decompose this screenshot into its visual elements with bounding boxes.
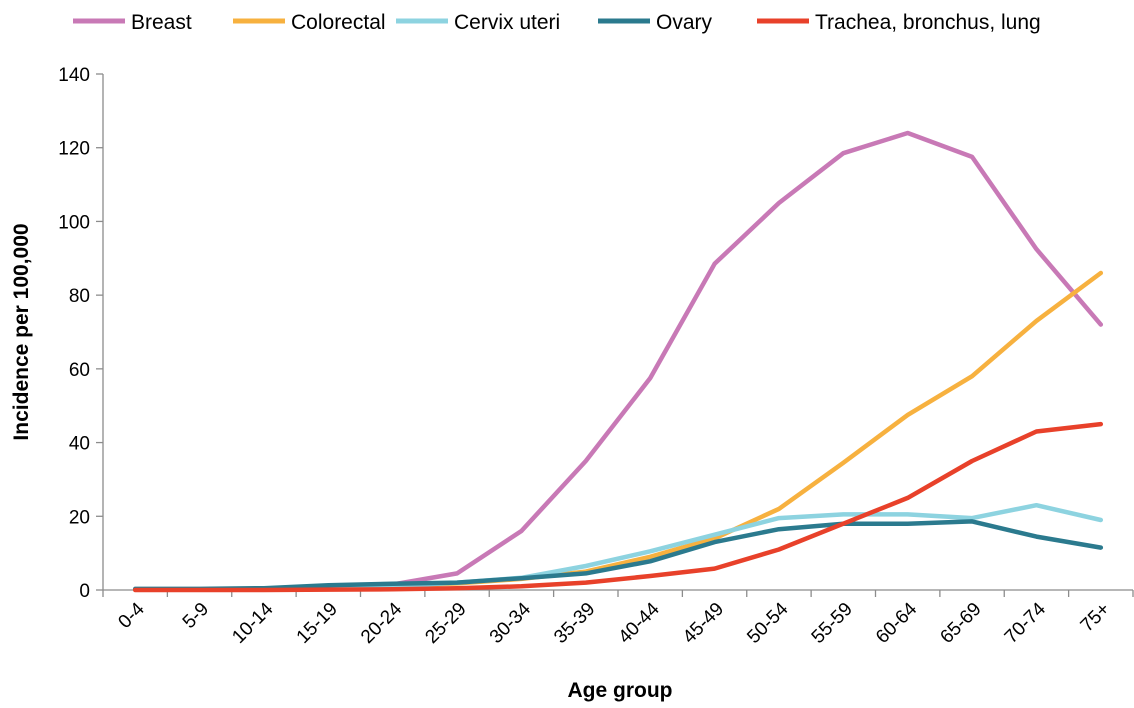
series-line-ovary <box>132 519 1104 592</box>
y-axis-title: Incidence per 100,000 <box>10 223 33 440</box>
legend-label: Trachea, bronchus, lung <box>815 11 1041 34</box>
y-tick-label: 80 <box>69 286 90 307</box>
x-tick-label: 15-19 <box>293 599 342 648</box>
legend-item-breast: Breast <box>73 11 192 34</box>
y-tick-label: 0 <box>79 581 90 602</box>
x-tick-label: 35-39 <box>550 599 599 648</box>
y-tick-label: 120 <box>58 139 90 160</box>
y-tick-label: 60 <box>69 360 90 381</box>
series-line-colorectal <box>132 270 1104 592</box>
y-axis: 0 20 40 60 80 100 120 140 <box>58 65 104 602</box>
x-tick-label: 5-9 <box>179 599 213 633</box>
series-group <box>132 130 1104 593</box>
series-line-cervix-uteri <box>132 502 1104 592</box>
legend-label: Breast <box>131 11 192 34</box>
legend: Breast Colorectal Cervix uteri Ovary Trachea… <box>73 11 1041 34</box>
x-tick-label: 70-74 <box>1001 598 1051 648</box>
x-tick-label: 55-59 <box>808 599 857 648</box>
x-tick-label: 65-69 <box>936 599 985 648</box>
legend-item-colorectal: Colorectal <box>233 11 386 34</box>
x-tick-label: 40-44 <box>615 598 665 648</box>
y-tick-label: 100 <box>58 212 90 233</box>
x-axis-title: Age group <box>568 679 673 702</box>
legend-label: Cervix uteri <box>454 11 560 34</box>
y-tick-label: 140 <box>58 65 90 86</box>
y-tick-label: 20 <box>69 507 90 528</box>
x-tick-label: 30-34 <box>486 598 536 648</box>
x-tick-label: 50-54 <box>743 598 793 648</box>
legend-item-trachea-bronchus-lung: Trachea, bronchus, lung <box>757 11 1041 34</box>
x-tick-label: 45-49 <box>679 599 728 648</box>
x-tick-label: 60-64 <box>872 598 922 648</box>
y-tick-label: 40 <box>69 434 90 455</box>
legend-label: Ovary <box>656 11 713 34</box>
x-tick-label: 75+ <box>1077 599 1115 637</box>
x-tick-label: 10-14 <box>228 598 278 648</box>
series-line-trachea-bronchus-lung <box>132 421 1104 593</box>
legend-label: Colorectal <box>291 11 386 34</box>
x-axis: 0-4 5-9 10-14 15-19 20-24 25-29 30-34 35-39 40-4… <box>102 589 1134 648</box>
legend-item-cervix-uteri: Cervix uteri <box>396 11 560 34</box>
x-tick-label: 25-29 <box>421 599 470 648</box>
x-tick-label: 0-4 <box>114 598 149 633</box>
x-tick-label: 20-24 <box>357 598 407 648</box>
legend-item-ovary: Ovary <box>598 11 713 34</box>
